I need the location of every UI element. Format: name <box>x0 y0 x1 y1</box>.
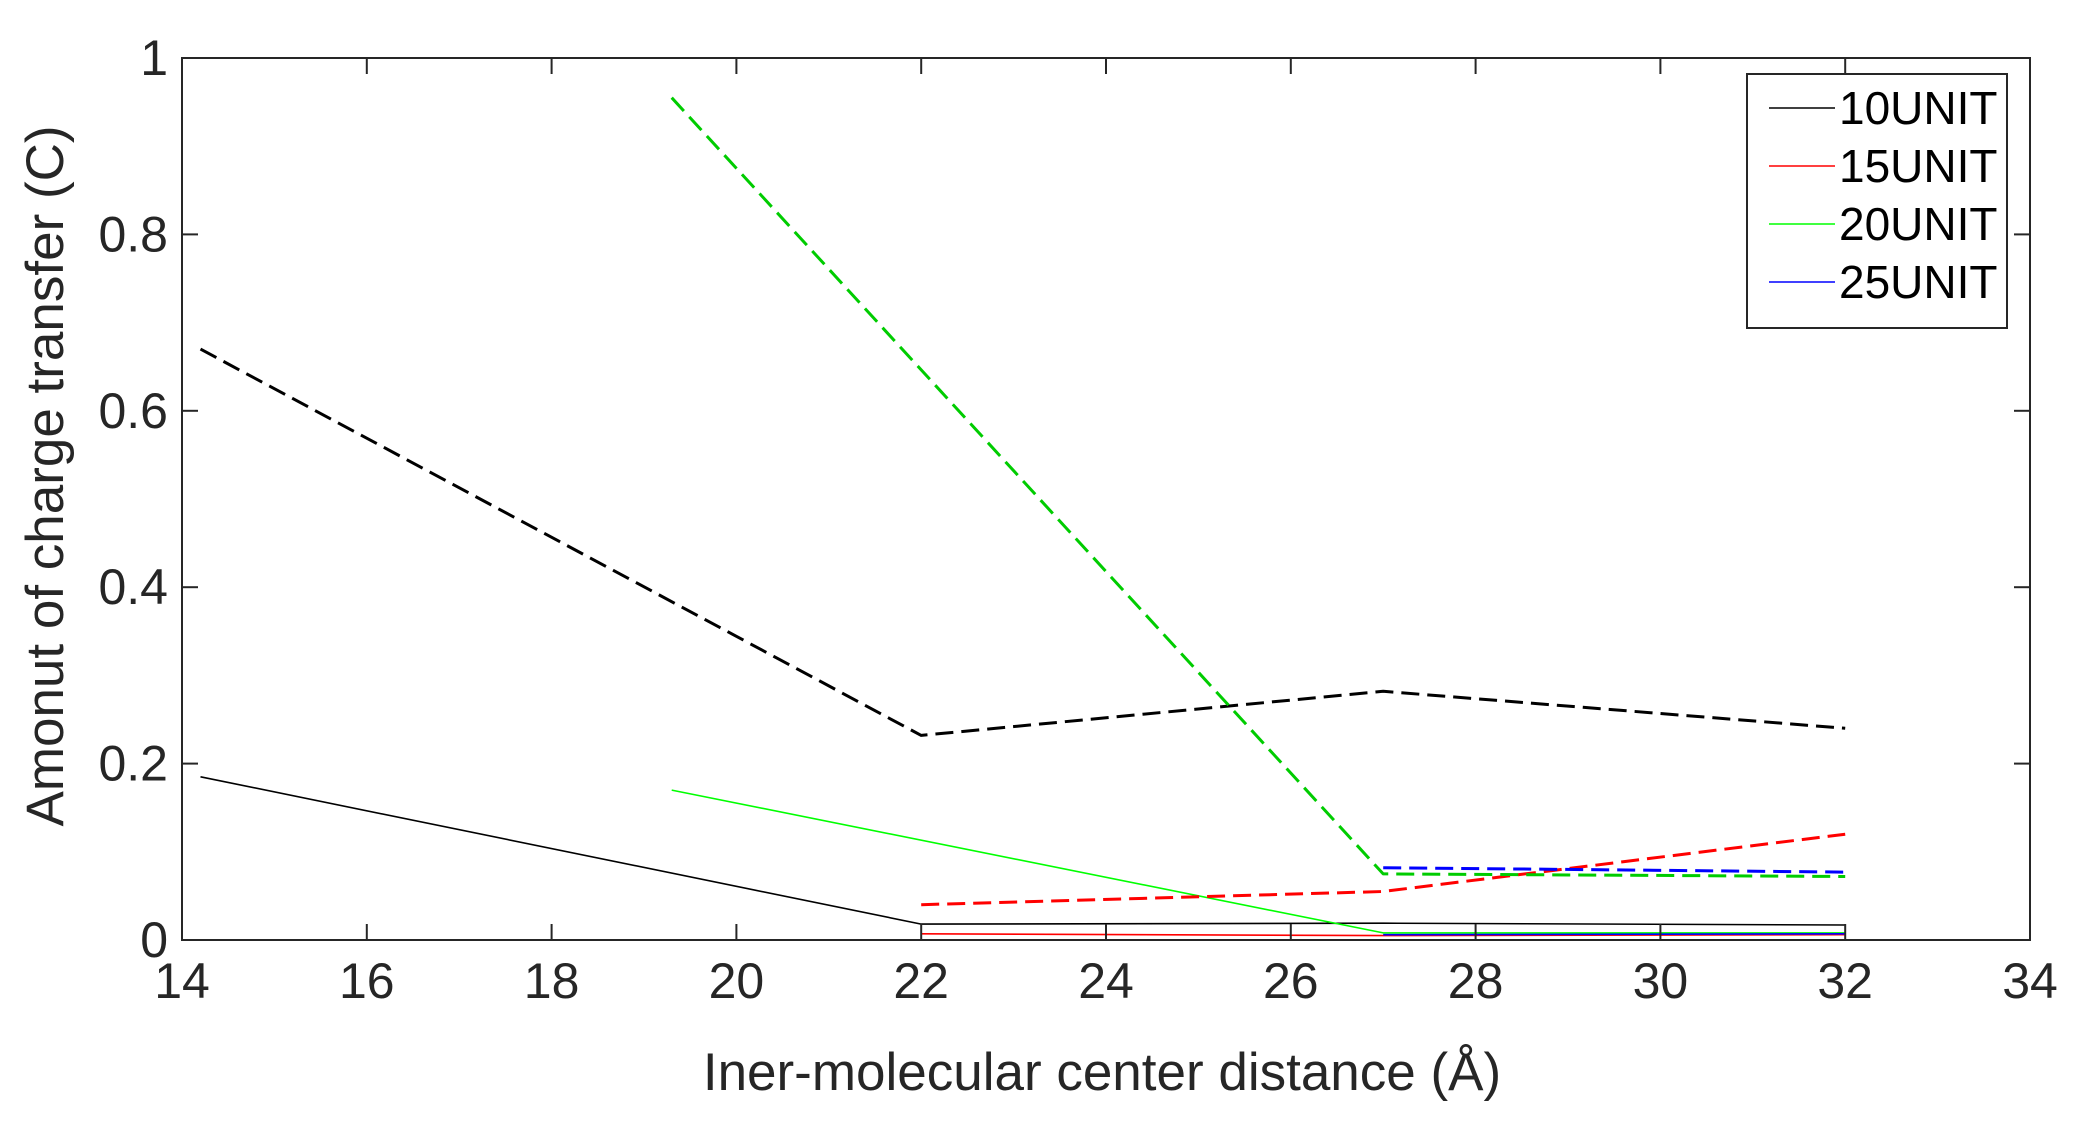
y-tick-label: 0.2 <box>98 736 168 792</box>
y-tick-label: 0.4 <box>98 559 168 615</box>
legend-box <box>1746 73 2008 329</box>
legend: 10UNIT 15UNIT 20UNIT 25UNIT <box>1746 73 2008 329</box>
y-axis-title: Amonut of charge transfer (C) <box>16 125 75 826</box>
series-line-solid-2 <box>671 789 1846 934</box>
x-tick-label: 28 <box>1448 953 1504 1009</box>
x-tick-label: 30 <box>1633 953 1689 1009</box>
series-line-dashed-4 <box>199 347 1846 737</box>
x-tick-label: 32 <box>1817 953 1873 1009</box>
y-tick-label: 0.8 <box>98 206 168 262</box>
series-line-solid-3 <box>1383 932 1846 936</box>
y-tick-label: 0 <box>140 912 168 968</box>
x-tick-label: 34 <box>2002 953 2058 1009</box>
series-line-solid-0 <box>200 776 1846 926</box>
legend-label-25unit: 25UNIT <box>1839 256 1997 308</box>
legend-label-10unit: 10UNIT <box>1839 82 1997 134</box>
y-tick-label: 0.6 <box>98 383 168 439</box>
y-tick-label: 1 <box>140 30 168 86</box>
series-line-solid-1 <box>921 932 1846 937</box>
x-tick-label: 16 <box>339 953 395 1009</box>
x-tick-label: 14 <box>154 953 210 1009</box>
legend-label-20unit: 20UNIT <box>1839 198 1997 250</box>
x-tick-label: 18 <box>524 953 580 1009</box>
x-tick-label: 26 <box>1263 953 1319 1009</box>
legend-label-15unit: 15UNIT <box>1839 140 1997 192</box>
x-axis-title: Iner-molecular center distance (Å) <box>703 1043 1501 1102</box>
series-line-dashed-6 <box>670 96 1846 878</box>
x-tick-label: 22 <box>893 953 949 1009</box>
x-tick-label: 24 <box>1078 953 1134 1009</box>
axes: 14 16 18 20 22 24 26 28 30 32 34 0 0.2 0.4 0.6 0.8 1 <box>98 30 2057 1009</box>
plot-area <box>199 96 1846 937</box>
x-tick-label: 20 <box>709 953 765 1009</box>
